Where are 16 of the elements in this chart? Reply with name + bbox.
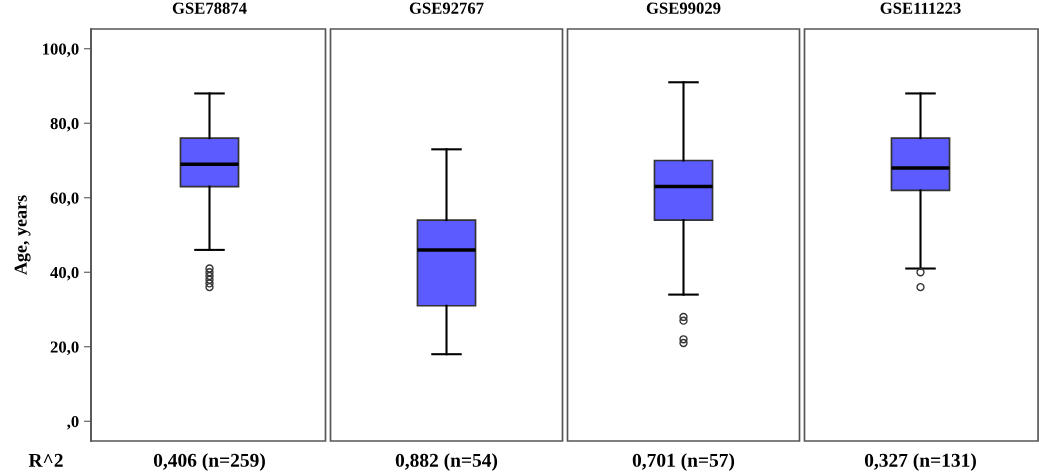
text: 0,327 (n=131) [864, 453, 976, 471]
text: 0,882 (n=54) [395, 453, 498, 471]
text: 0,406 (n=259) [153, 453, 265, 471]
y-tick-label: ,0 [66, 415, 79, 430]
x-tick-label: GSE92767 [409, 2, 484, 14]
y-tick-label: 80,0 [50, 117, 79, 132]
x-tick-label: GSE111223 [880, 2, 961, 14]
y-tick-label: 100,0 [43, 43, 79, 58]
y-tick-label: 20,0 [50, 341, 79, 356]
x-tick-label: GSE99029 [646, 2, 721, 14]
x-tick-label: GSE78874 [172, 2, 247, 14]
text: 0,701 (n=57) [632, 453, 735, 471]
y-tick-label: 40,0 [50, 266, 79, 281]
y-tick-label: 60,0 [50, 192, 79, 207]
text: R^2 [28, 453, 63, 467]
y-axis-title: Age, years [14, 195, 31, 275]
